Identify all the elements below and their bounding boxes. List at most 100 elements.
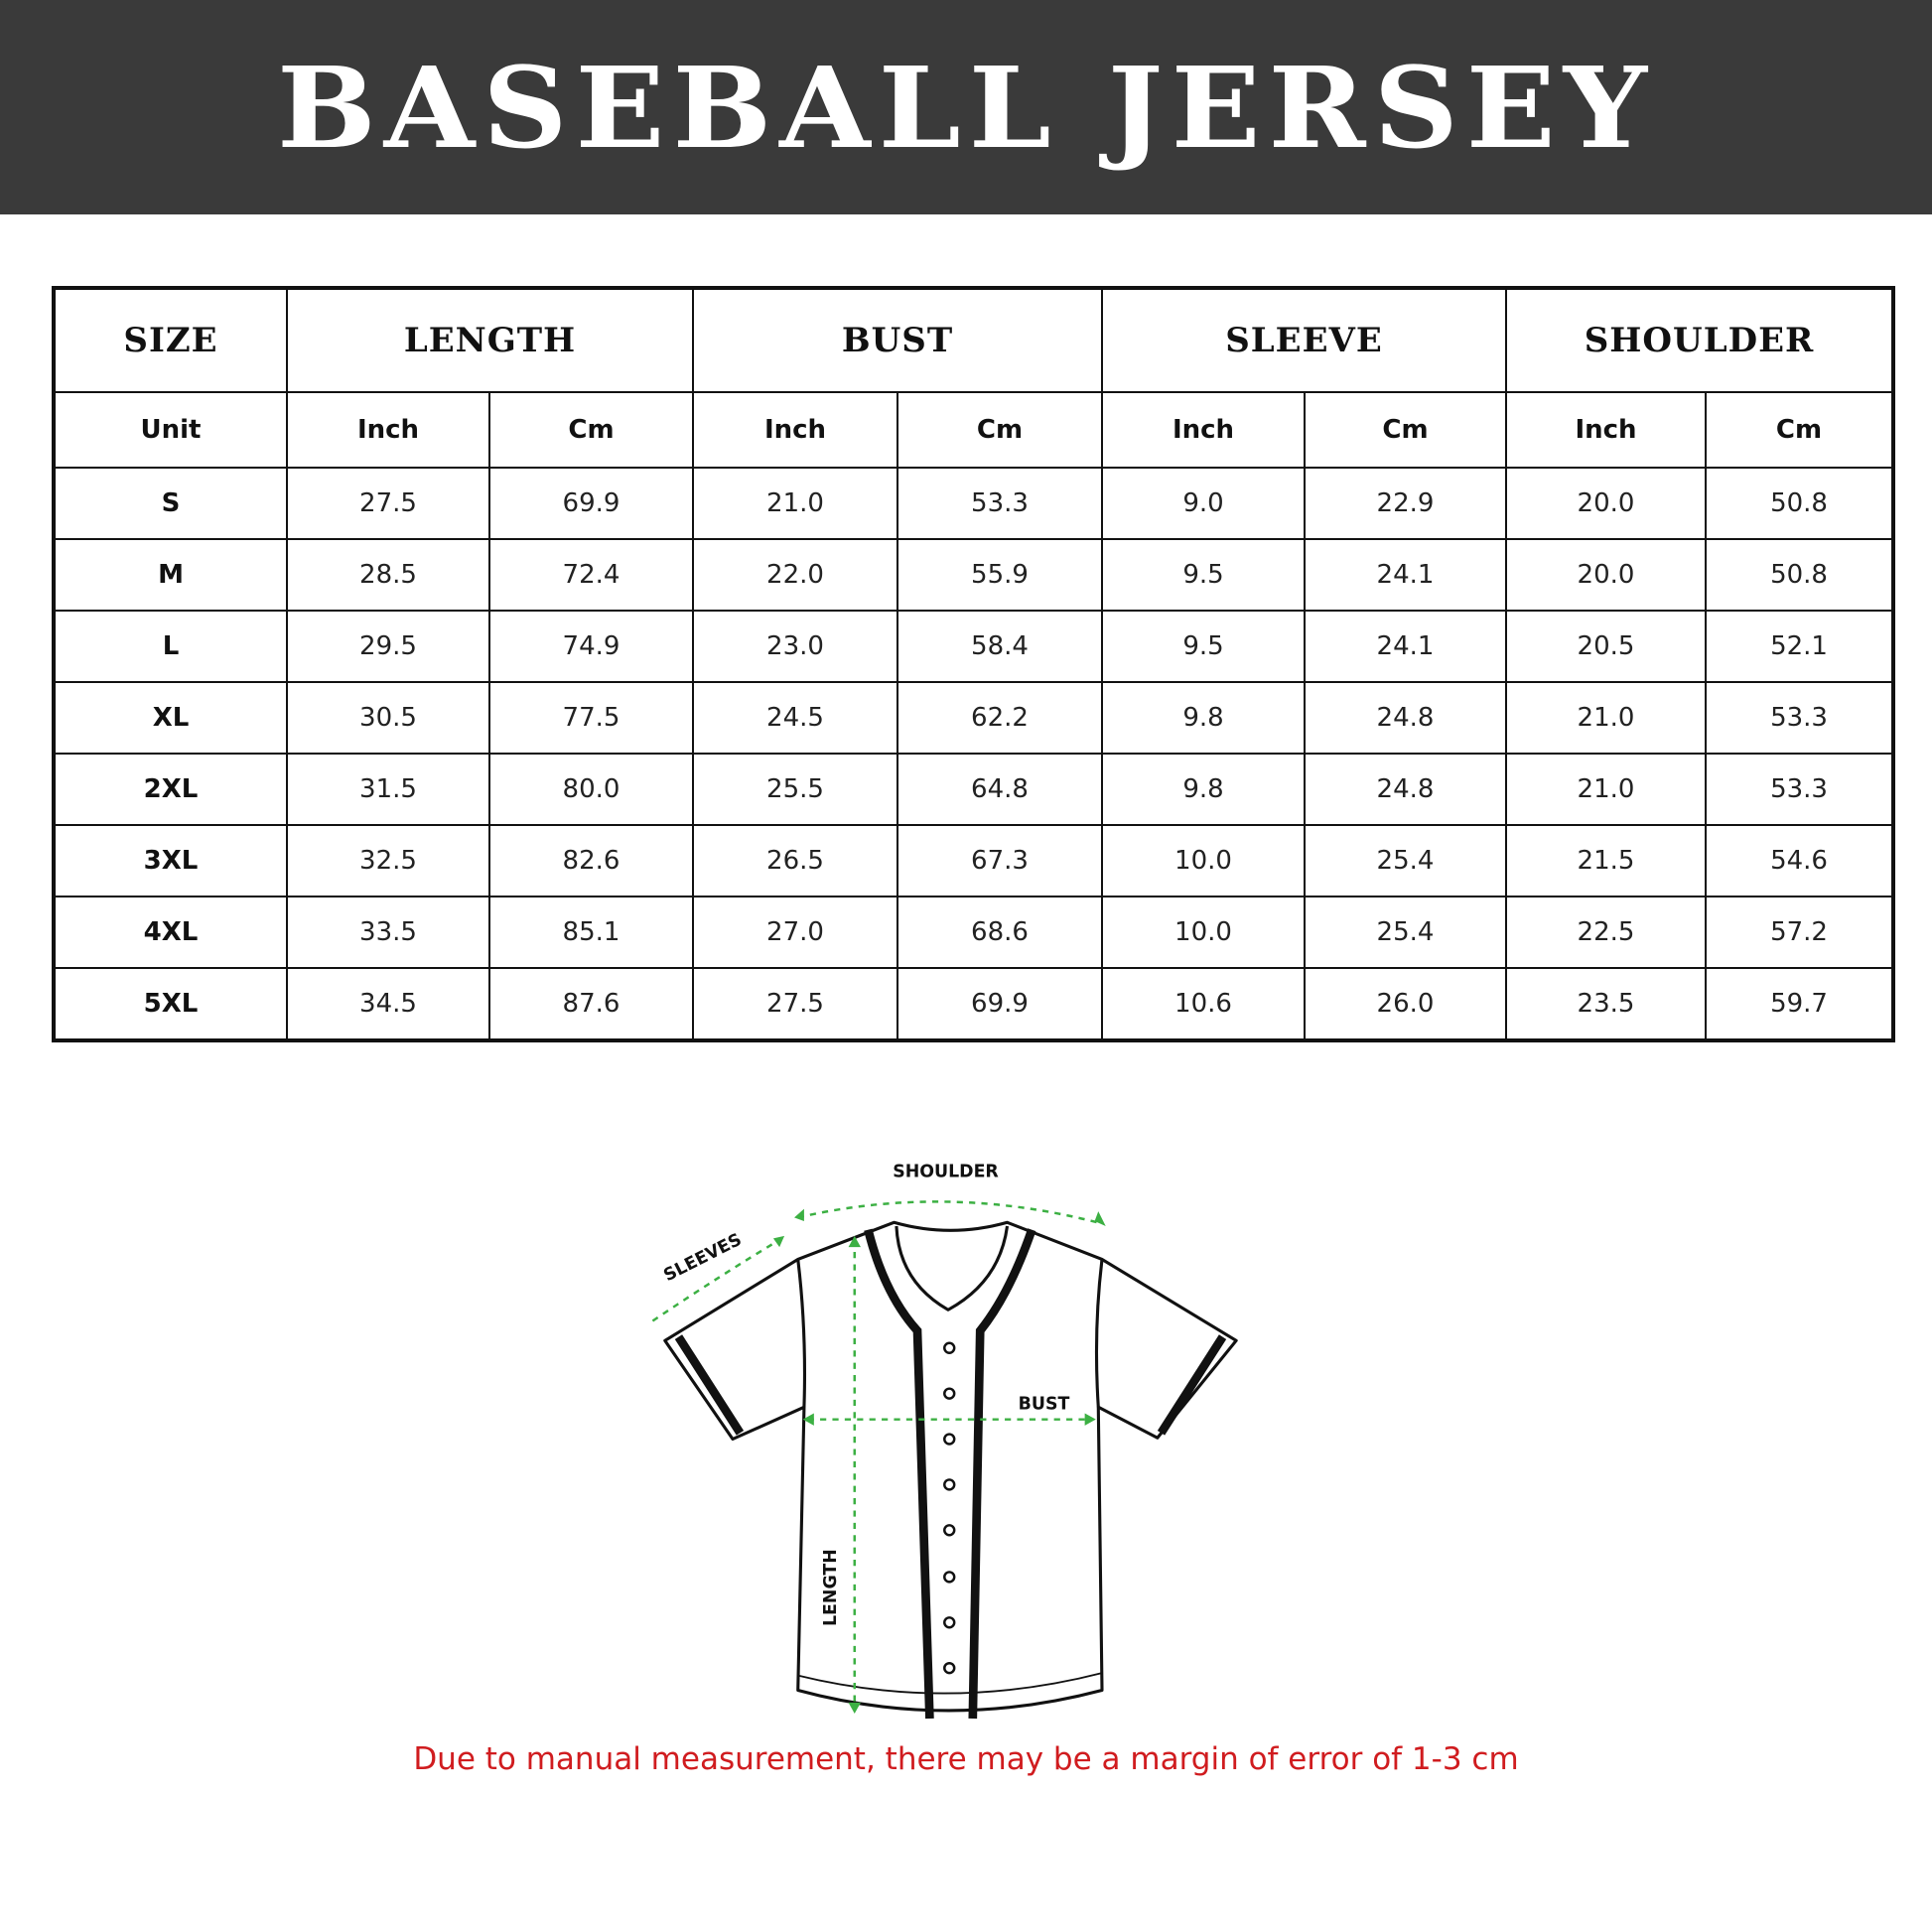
shoulder-label: SHOULDER — [893, 1162, 999, 1181]
measurement-cell: 34.5 — [286, 967, 490, 1041]
measurement-cell: 10.0 — [1101, 896, 1306, 969]
title-banner: BASEBALL JERSEY — [0, 0, 1932, 214]
measurement-cell: 24.1 — [1304, 538, 1507, 612]
measurement-cell: 30.5 — [286, 681, 490, 755]
measurement-cell: 55.9 — [897, 538, 1103, 612]
unit-cell: Inch — [1505, 391, 1707, 469]
size-cell: XL — [53, 681, 288, 755]
measurement-cell: 9.5 — [1101, 610, 1306, 683]
measurement-cell: 22.0 — [692, 538, 898, 612]
table-row: L 29.5 74.9 23.0 58.4 9.5 24.1 20.5 52.1 — [53, 610, 1895, 683]
measurement-cell: 32.5 — [286, 824, 490, 897]
measurement-cell: 22.5 — [1505, 896, 1707, 969]
table-row: 2XL 31.5 80.0 25.5 64.8 9.8 24.8 21.0 53.3 — [53, 753, 1895, 826]
measurement-cell: 28.5 — [286, 538, 490, 612]
header-length: LENGTH — [286, 287, 694, 393]
jersey-outline — [663, 1220, 1238, 1713]
measurement-cell: 29.5 — [286, 610, 490, 683]
header-size: SIZE — [53, 287, 288, 393]
measurement-cell: 82.6 — [488, 824, 694, 897]
measurement-cell: 24.8 — [1304, 753, 1507, 826]
measurement-cell: 85.1 — [488, 896, 694, 969]
measurement-cell: 23.0 — [692, 610, 898, 683]
measurement-cell: 24.1 — [1304, 610, 1507, 683]
unit-label: Unit — [53, 391, 288, 469]
measurement-cell: 20.0 — [1505, 538, 1707, 612]
unit-cell: Inch — [692, 391, 898, 469]
size-cell: 3XL — [53, 824, 288, 897]
measurement-cell: 23.5 — [1505, 967, 1707, 1041]
table-row: 5XL 34.5 87.6 27.5 69.9 10.6 26.0 23.5 59.7 — [53, 967, 1895, 1041]
measurement-cell: 20.5 — [1505, 610, 1707, 683]
sleeves-label: SLEEVES — [660, 1230, 745, 1286]
measurement-cell: 52.1 — [1704, 610, 1895, 683]
table-row: 4XL 33.5 85.1 27.0 68.6 10.0 25.4 22.5 57.2 — [53, 896, 1895, 969]
measurement-cell: 20.0 — [1505, 467, 1707, 540]
table-row: 3XL 32.5 82.6 26.5 67.3 10.0 25.4 21.5 54.6 — [53, 824, 1895, 897]
buttons — [943, 1341, 956, 1675]
measurement-cell: 57.2 — [1704, 896, 1895, 969]
measurement-cell: 27.0 — [692, 896, 898, 969]
measurement-cell: 50.8 — [1704, 467, 1895, 540]
measurement-cell: 31.5 — [286, 753, 490, 826]
measurement-cell: 25.4 — [1304, 824, 1507, 897]
size-cell: S — [53, 467, 288, 540]
measurement-cell: 69.9 — [488, 467, 694, 540]
measurement-cell: 87.6 — [488, 967, 694, 1041]
measurement-cell: 27.5 — [692, 967, 898, 1041]
measure-lines — [651, 1200, 1103, 1711]
header-shoulder: SHOULDER — [1504, 287, 1895, 393]
measurement-cell: 10.0 — [1101, 824, 1306, 897]
measurement-cell: 53.3 — [897, 467, 1103, 540]
size-cell: M — [53, 538, 288, 612]
measurement-cell: 50.8 — [1704, 538, 1895, 612]
measurement-cell: 22.9 — [1304, 467, 1507, 540]
measurement-cell: 53.3 — [1704, 753, 1895, 826]
table-row: S 27.5 69.9 21.0 53.3 9.0 22.9 20.0 50.8 — [53, 467, 1895, 540]
bust-label: BUST — [1019, 1395, 1070, 1415]
measurement-note: Due to manual measurement, there may be … — [413, 1741, 1519, 1777]
measurement-cell: 54.6 — [1704, 824, 1895, 897]
measurement-cell: 9.0 — [1101, 467, 1306, 540]
measure-arrows — [772, 1208, 1106, 1715]
page-title: BASEBALL JERSEY — [277, 41, 1655, 174]
measurement-cell: 24.8 — [1304, 681, 1507, 755]
measurement-cell: 21.5 — [1505, 824, 1707, 897]
measurement-cell: 53.3 — [1704, 681, 1895, 755]
unit-cell: Cm — [1304, 391, 1507, 469]
unit-row: Unit Inch Cm Inch Cm Inch Cm Inch Cm — [53, 391, 1895, 469]
length-label: LENGTH — [821, 1549, 841, 1626]
table-row: M 28.5 72.4 22.0 55.9 9.5 24.1 20.0 50.8 — [53, 538, 1895, 612]
measurement-cell: 58.4 — [897, 610, 1103, 683]
unit-cell: Cm — [897, 391, 1103, 469]
size-chart-table: SIZE LENGTH BUST SLEEVE SHOULDER Unit Inc… — [52, 286, 1896, 1042]
measurement-cell: 25.5 — [692, 753, 898, 826]
jersey-measurement-diagram: SHOULDER SLEEVES BUST LENGTH — [651, 1162, 1238, 1720]
measurement-cell: 26.0 — [1304, 967, 1507, 1041]
measurement-cell: 74.9 — [488, 610, 694, 683]
measurement-cell: 69.9 — [897, 967, 1103, 1041]
measurement-cell: 9.8 — [1101, 753, 1306, 826]
header-row: SIZE LENGTH BUST SLEEVE SHOULDER — [53, 287, 1895, 393]
unit-cell: Inch — [1101, 391, 1306, 469]
unit-cell: Cm — [488, 391, 694, 469]
measurement-cell: 21.0 — [692, 467, 898, 540]
measurement-cell: 24.5 — [692, 681, 898, 755]
measurement-cell: 64.8 — [897, 753, 1103, 826]
measurement-cell: 80.0 — [488, 753, 694, 826]
measurement-cell: 59.7 — [1704, 967, 1895, 1041]
header-bust: BUST — [692, 287, 1103, 393]
measurement-cell: 26.5 — [692, 824, 898, 897]
measurement-cell: 67.3 — [897, 824, 1103, 897]
measurement-cell: 33.5 — [286, 896, 490, 969]
size-cell: 5XL — [53, 967, 288, 1041]
table-row: XL 30.5 77.5 24.5 62.2 9.8 24.8 21.0 53.3 — [53, 681, 1895, 755]
measurement-cell: 27.5 — [286, 467, 490, 540]
size-cell: L — [53, 610, 288, 683]
size-cell: 4XL — [53, 896, 288, 969]
measurement-cell: 62.2 — [897, 681, 1103, 755]
measurement-cell: 72.4 — [488, 538, 694, 612]
measurement-cell: 10.6 — [1101, 967, 1306, 1041]
unit-cell: Cm — [1704, 391, 1895, 469]
measurement-cell: 21.0 — [1505, 681, 1707, 755]
